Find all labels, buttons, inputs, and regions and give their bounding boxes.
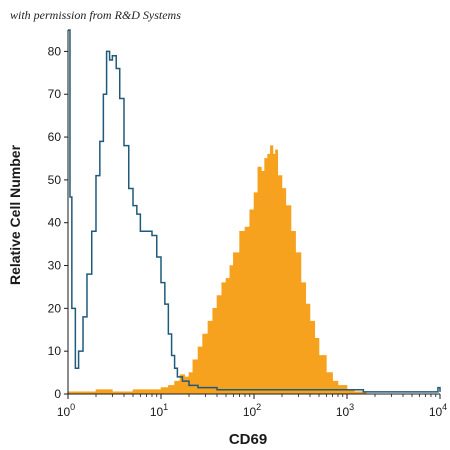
y-axis-title: Relative Cell Number	[7, 144, 23, 285]
y-tick-label: 40	[48, 216, 62, 230]
series-filled-histogram	[67, 145, 367, 395]
x-tick-label: 101	[150, 402, 168, 419]
x-axis-title: CD69	[229, 431, 267, 448]
x-tick-label: 100	[57, 402, 75, 419]
y-tick-label: 70	[48, 87, 62, 101]
y-tick-label: 80	[48, 44, 62, 58]
x-tick-label: 103	[336, 402, 354, 419]
y-tick-label: 0	[54, 387, 61, 401]
x-tick-label: 104	[429, 402, 447, 419]
y-tick-label: 50	[48, 173, 62, 187]
x-tick-label: 102	[243, 402, 261, 419]
permission-credit: with permission from R&D Systems	[10, 8, 181, 22]
series-outline-histogram	[68, 29, 441, 393]
y-tick-label: 60	[48, 130, 62, 144]
y-tick-label: 20	[48, 301, 62, 315]
y-tick-label: 10	[48, 344, 62, 358]
y-tick-label: 30	[48, 259, 62, 273]
